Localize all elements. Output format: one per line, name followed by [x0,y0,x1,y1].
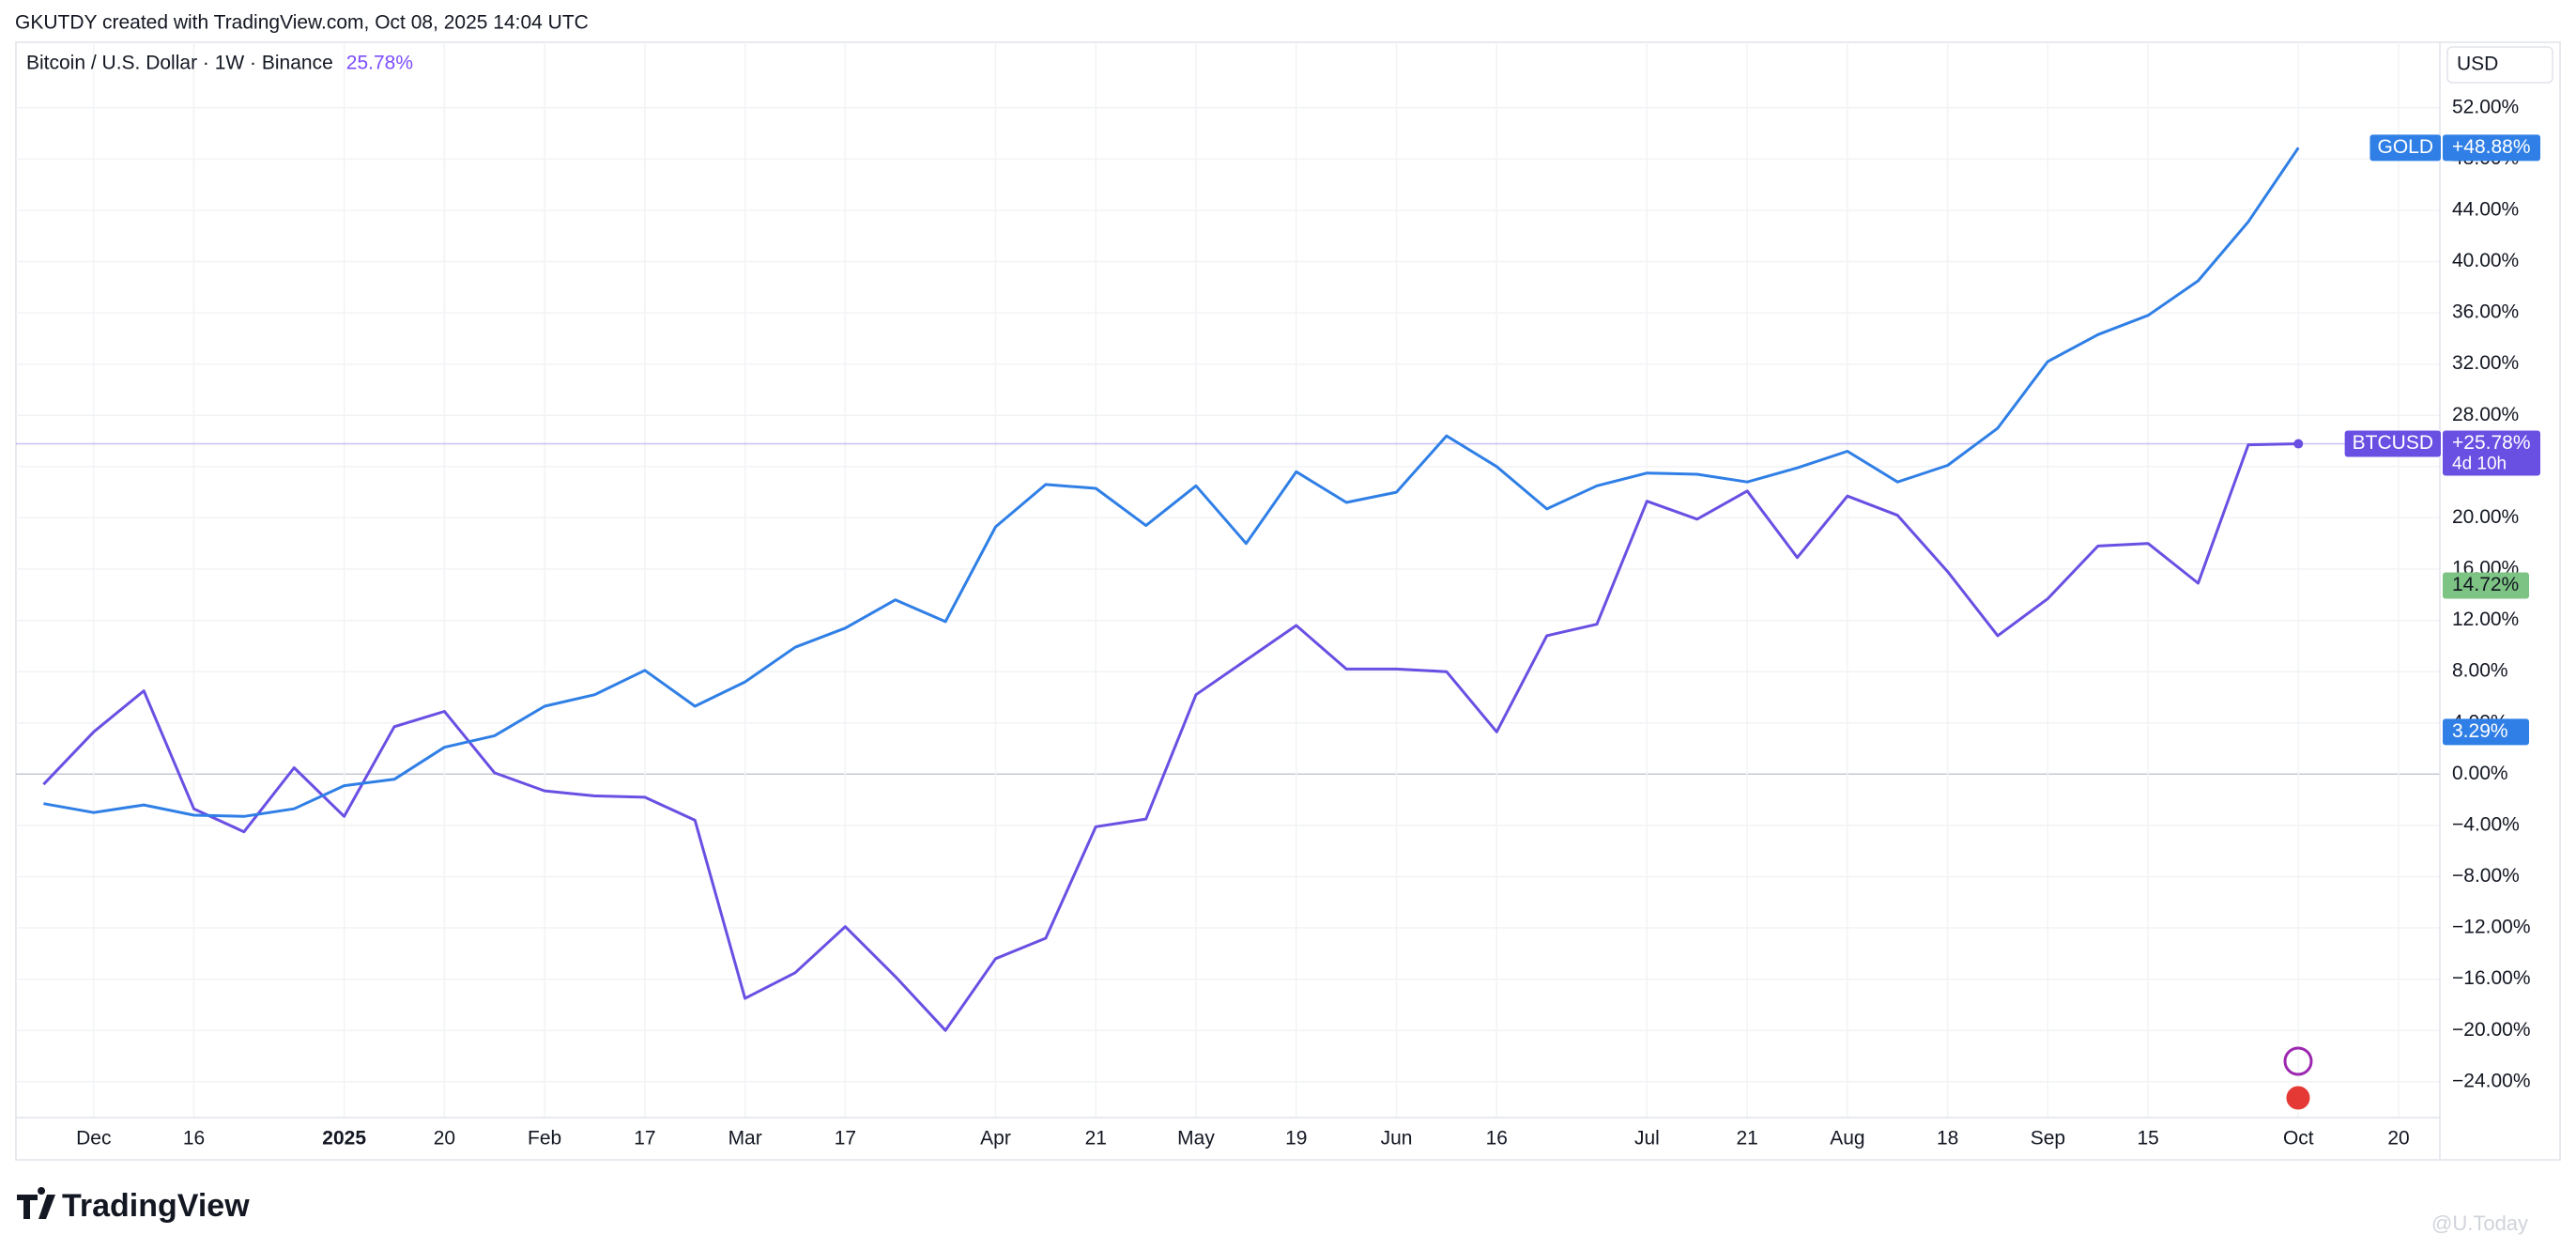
x-tick-label: 16 [183,1128,205,1150]
x-tick-label: 20 [434,1128,455,1150]
x-tick-label: 15 [2137,1128,2158,1150]
series-value-label: +48.88% [2452,136,2531,158]
y-tick-label: −20.00% [2452,1019,2531,1041]
y-tick-label: 12.00% [2452,609,2519,630]
y-tick-label: 0.00% [2452,763,2508,784]
series-line [42,442,2299,1032]
x-tick-label: Jun [1381,1128,1413,1150]
series-line [43,147,2300,818]
x-tick-label: Oct [2283,1128,2314,1150]
x-tick-label: Dec [76,1128,111,1150]
series-value-label: +25.78% [2452,432,2531,454]
currency-box[interactable] [2446,46,2553,84]
watermark: @U.Today [2431,1211,2528,1235]
marker-label: 14.72% [2452,574,2519,595]
x-tick-label: 20 [2387,1128,2409,1150]
x-tick-label: 16 [1486,1128,1508,1150]
icon[interactable] [2283,1046,2313,1076]
marker-badge [2443,718,2529,746]
x-tick-label: May [1177,1128,1215,1150]
x-tick-label: 17 [634,1128,655,1150]
y-tick-label: 40.00% [2452,250,2519,271]
x-tick-label: 2025 [322,1128,366,1150]
last-point [2293,439,2304,449]
countdown: 4d 10h [2452,455,2507,474]
series-name: GOLD [2377,136,2433,158]
legend-title: Bitcoin / U.S. Dollar · 1W · Binance [26,53,333,74]
y-tick-label: 52.00% [2452,96,2519,117]
x-tick-label: Feb [528,1128,561,1150]
icon[interactable] [2283,1083,2313,1113]
series-badge [2443,430,2540,476]
y-tick-label: −8.00% [2452,865,2520,887]
y-tick-label: −16.00% [2452,967,2531,989]
legend-value: 25.78% [346,53,413,74]
y-tick-label: 20.00% [2452,506,2519,528]
header: GKUTDY created with TradingView.com, Oct… [15,12,589,34]
x-tick-label: 19 [1285,1128,1307,1150]
x-tick-label: Sep [2031,1128,2065,1150]
x-tick-label: Jul [1634,1128,1660,1150]
y-tick-label: 36.00% [2452,301,2519,323]
plot [42,147,2304,1032]
x-tick-label: 17 [835,1128,856,1150]
y-tick-label: 8.00% [2452,660,2508,682]
grid [16,42,2440,1118]
marker-badge [2443,572,2529,599]
series-name-badge [2369,134,2441,162]
x-tick-label: Apr [980,1128,1011,1150]
x-tick-label: Aug [1830,1128,1864,1150]
x-tick-label: Mar [728,1128,762,1150]
y-tick-label: 32.00% [2452,352,2519,374]
tradingview-logo: TradingView [17,1187,250,1224]
series-badge [2443,134,2540,162]
chart-frame [15,41,2561,1161]
y-tick-label: −4.00% [2452,813,2520,835]
series-name: BTCUSD [2353,432,2433,454]
y-tick-label: 44.00% [2452,198,2519,220]
marker-label: 3.29% [2452,720,2508,742]
x-tick-label: 21 [1736,1128,1757,1150]
series-name-badge [2344,430,2441,457]
x-tick-label: 21 [1085,1128,1107,1150]
currency[interactable]: USD [2457,54,2498,75]
y-tick-label: 28.00% [2452,404,2519,425]
y-tick-label: −12.00% [2452,917,2531,938]
x-tick-label: 18 [1937,1128,1958,1150]
y-tick-label: −24.00% [2452,1070,2531,1091]
logo-text: TradingView [62,1188,250,1224]
